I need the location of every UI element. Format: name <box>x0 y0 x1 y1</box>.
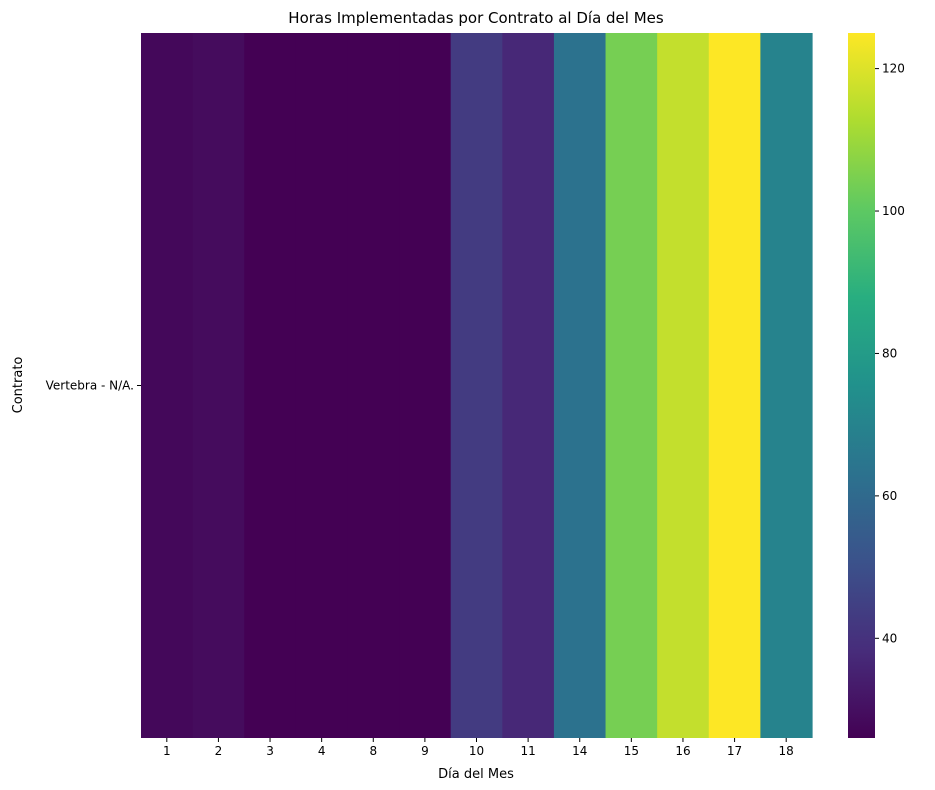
y-axis-label: Contrato <box>11 357 26 414</box>
colorbar <box>848 33 875 738</box>
colorbar-tick-label: 100 <box>882 204 905 218</box>
x-tick-label: 3 <box>266 744 274 758</box>
x-tick-label: 18 <box>779 744 794 758</box>
colorbar-tick-label: 80 <box>882 346 897 360</box>
heatmap-cell <box>450 33 503 738</box>
heatmap-cell <box>347 33 400 738</box>
x-tick-label: 9 <box>421 744 429 758</box>
y-axis-ticks: Vertebra - N/A. <box>46 379 141 393</box>
heatmap-cell <box>399 33 452 738</box>
x-tick-label: 1 <box>163 744 171 758</box>
x-axis-ticks: 1 2 3 4 8 9 10 11 14 15 16 17 18 <box>163 738 794 758</box>
heatmap-cell <box>295 33 349 738</box>
x-tick-label: 15 <box>624 744 639 758</box>
x-tick-label: 17 <box>727 744 742 758</box>
colorbar-tick-label: 120 <box>882 62 905 76</box>
heatmap-cell <box>605 33 658 738</box>
heatmap-cell <box>553 33 607 738</box>
colorbar-tick-label: 60 <box>882 489 897 503</box>
x-tick-label: 8 <box>369 744 377 758</box>
x-tick-label: 14 <box>572 744 587 758</box>
x-tick-label: 10 <box>469 744 484 758</box>
x-axis-label: Día del Mes <box>438 767 514 782</box>
heatmap-cell <box>192 33 245 738</box>
x-tick-label: 2 <box>215 744 223 758</box>
chart-title: Horas Implementadas por Contrato al Día … <box>288 9 664 27</box>
colorbar-ticks: 40 60 80 100 120 <box>875 62 905 645</box>
heatmap-cell <box>244 33 297 738</box>
heatmap-cell <box>502 33 555 738</box>
x-tick-label: 11 <box>520 744 535 758</box>
colorbar-tick-label: 40 <box>882 631 897 645</box>
y-tick-label: Vertebra - N/A. <box>46 379 134 393</box>
heatmap-cell <box>760 33 813 738</box>
heatmap-cells <box>141 33 813 738</box>
heatmap-cell <box>708 33 761 738</box>
x-tick-label: 4 <box>318 744 326 758</box>
heatmap-cell <box>657 33 710 738</box>
heatmap-cell <box>141 33 194 738</box>
x-tick-label: 16 <box>675 744 690 758</box>
